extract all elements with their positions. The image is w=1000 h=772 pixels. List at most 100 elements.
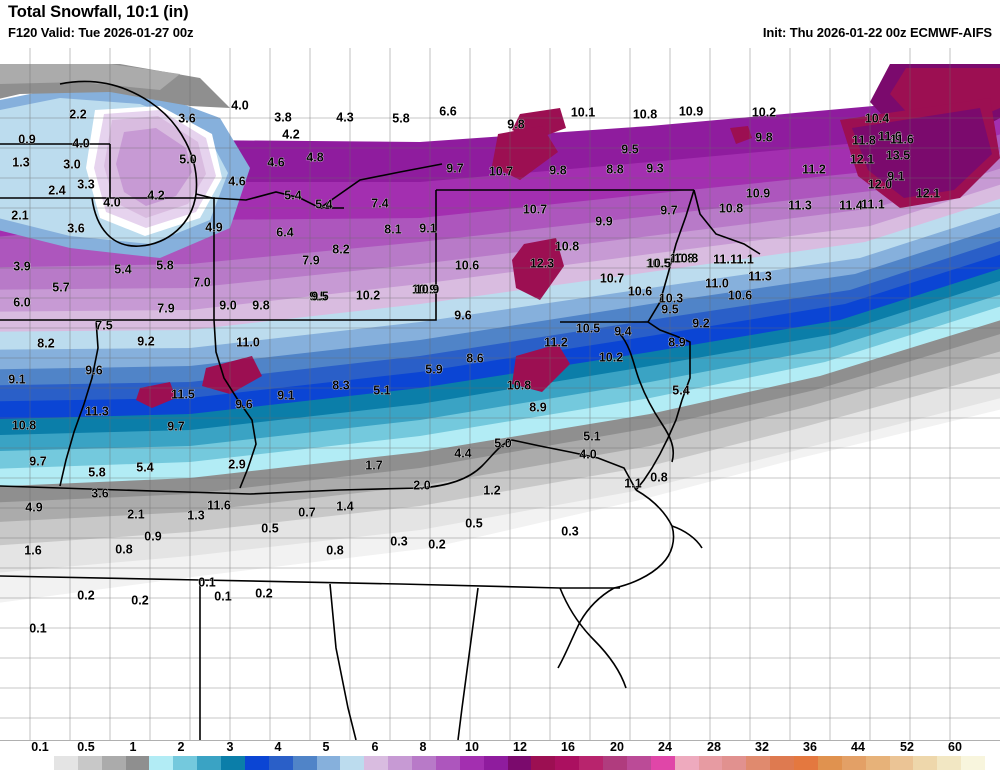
- colorbar-top-rule: [0, 740, 1000, 741]
- map-value-label: 9.0: [219, 298, 236, 312]
- colorbar-swatch[interactable]: [316, 756, 341, 770]
- colorbar-tick: 10: [465, 740, 479, 754]
- colorbar-swatches[interactable]: [30, 756, 985, 770]
- map-value-label: 11.3: [85, 404, 109, 418]
- map-value-label: 6.6: [439, 104, 456, 118]
- map-value-label: 11.5: [171, 387, 195, 401]
- colorbar-swatch[interactable]: [674, 756, 699, 770]
- colorbar-swatch[interactable]: [125, 756, 150, 770]
- colorbar-swatch[interactable]: [435, 756, 460, 770]
- colorbar-swatch[interactable]: [937, 756, 962, 770]
- map-value-label: 1.4: [336, 499, 353, 513]
- map-value-label: 10.5: [576, 321, 600, 335]
- map-value-label: 5.8: [156, 258, 173, 272]
- map-value-label: 5.1: [373, 383, 390, 397]
- colorbar-swatch[interactable]: [865, 756, 890, 770]
- colorbar-swatch[interactable]: [244, 756, 269, 770]
- snowfall-contour-map[interactable]: 0.9 1.3 2.1 3.9 6.0 8.2 9.1 10.8 9.7 4.9 1.6 0.1 0.2…: [0, 48, 1000, 740]
- colorbar-swatch[interactable]: [459, 756, 484, 770]
- map-value-label: 0.3: [390, 534, 407, 548]
- colorbar-swatch[interactable]: [650, 756, 675, 770]
- map-value-label: 4.2: [282, 127, 299, 141]
- colorbar-swatch[interactable]: [340, 756, 365, 770]
- map-value-label: 10.5: [647, 256, 671, 270]
- colorbar-swatch[interactable]: [268, 756, 293, 770]
- colorbar-swatch[interactable]: [913, 756, 938, 770]
- colorbar-swatch[interactable]: [531, 756, 556, 770]
- state-boundaries: [0, 80, 761, 740]
- map-value-label: 5.4: [136, 460, 153, 474]
- colorbar-swatch[interactable]: [722, 756, 747, 770]
- colorbar-swatch[interactable]: [197, 756, 221, 770]
- map-value-label: 10.8: [674, 251, 698, 265]
- colorbar-tick: 3: [226, 740, 234, 754]
- map-value-label: 0.2: [255, 586, 272, 600]
- map-value-label: 9.2: [692, 316, 709, 330]
- colorbar-swatch[interactable]: [77, 756, 102, 770]
- map-value-label: 1.2: [483, 483, 500, 497]
- map-header: Total Snowfall, 10:1 (in) F120 Valid: Tu…: [0, 0, 1000, 48]
- map-value-label: 9.9: [595, 214, 612, 228]
- contour-band-group-nw: [0, 64, 250, 258]
- colorbar-swatch[interactable]: [53, 756, 78, 770]
- map-value-label: 11.0: [705, 276, 729, 290]
- colorbar-tick: 16: [561, 740, 575, 754]
- map-value-label: 11.3: [748, 269, 772, 283]
- map-value-label: 11.1: [713, 252, 737, 266]
- colorbar-swatch[interactable]: [292, 756, 317, 770]
- map-value-label: 2.1: [127, 507, 144, 521]
- colorbar-swatch[interactable]: [841, 756, 866, 770]
- colorbar-swatch[interactable]: [173, 756, 198, 770]
- colorbar-swatch[interactable]: [364, 756, 389, 770]
- map-value-label: 9.7: [167, 419, 184, 433]
- colorbar-swatch[interactable]: [412, 756, 436, 770]
- colorbar-tick: 8: [419, 740, 427, 754]
- map-value-label: 10.9: [415, 282, 439, 296]
- colorbar-swatch[interactable]: [770, 756, 794, 770]
- colorbar-swatch[interactable]: [483, 756, 508, 770]
- colorbar-swatch[interactable]: [817, 756, 842, 770]
- colorbar-swatch[interactable]: [579, 756, 603, 770]
- map-value-label: 10.9: [746, 186, 770, 200]
- colorbar-swatch[interactable]: [149, 756, 174, 770]
- map-value-label: 8.6: [466, 351, 483, 365]
- map-value-label: 10.4: [865, 111, 889, 125]
- map-value-label: 8.3: [332, 378, 349, 392]
- colorbar-swatch[interactable]: [698, 756, 723, 770]
- colorbar-swatch[interactable]: [388, 756, 412, 770]
- colorbar-tick-labels: 0.1 0.5 1 2 3 4 5 6 8 10 12 16 20 24 28 32 36 44 52 60: [0, 740, 1000, 755]
- colorbar-swatch[interactable]: [626, 756, 651, 770]
- colorbar-tick: 60: [948, 740, 962, 754]
- colorbar-tick: 28: [707, 740, 721, 754]
- colorbar[interactable]: 0.1 0.5 1 2 3 4 5 6 8 10 12 16 20 24 28 32 36 44 52 60: [0, 740, 1000, 772]
- colorbar-swatch[interactable]: [746, 756, 771, 770]
- map-value-label: 7.0: [193, 275, 210, 289]
- map-value-label: 0.5: [261, 521, 278, 535]
- colorbar-swatch[interactable]: [555, 756, 580, 770]
- contour-band-group-purple: [0, 75, 1000, 332]
- colorbar-swatch[interactable]: [507, 756, 532, 770]
- colorbar-swatch[interactable]: [794, 756, 818, 770]
- map-value-label: 10.8: [719, 201, 743, 215]
- colorbar-swatch[interactable]: [889, 756, 914, 770]
- map-value-label: 4.4: [454, 446, 471, 460]
- map-value-label: 5.4: [315, 197, 332, 211]
- colorbar-swatch[interactable]: [221, 756, 245, 770]
- map-value-label: 0.1: [29, 621, 46, 635]
- colorbar-swatch[interactable]: [30, 756, 54, 770]
- map-value-label: 9.5: [311, 289, 328, 303]
- map-value-label: 11.1: [730, 252, 754, 266]
- map-value-label: 2.4: [48, 183, 65, 197]
- map-value-label: 9.8: [549, 163, 566, 177]
- colorbar-swatch[interactable]: [603, 756, 627, 770]
- map-value-label: 10.1: [571, 105, 595, 119]
- map-value-label: 5.0: [179, 152, 196, 166]
- map-value-label: 9.1: [419, 221, 436, 235]
- colorbar-tick: 32: [755, 740, 769, 754]
- colorbar-swatch[interactable]: [961, 756, 985, 770]
- map-value-label: 9.5: [309, 289, 326, 303]
- map-value-label: 10.6: [728, 288, 752, 302]
- map-canvas[interactable]: 0.9 1.3 2.1 3.9 6.0 8.2 9.1 10.8 9.7 4.9 1.6 0.1 0.2…: [0, 48, 1000, 740]
- map-value-label: 3.6: [91, 486, 108, 500]
- colorbar-swatch[interactable]: [101, 756, 126, 770]
